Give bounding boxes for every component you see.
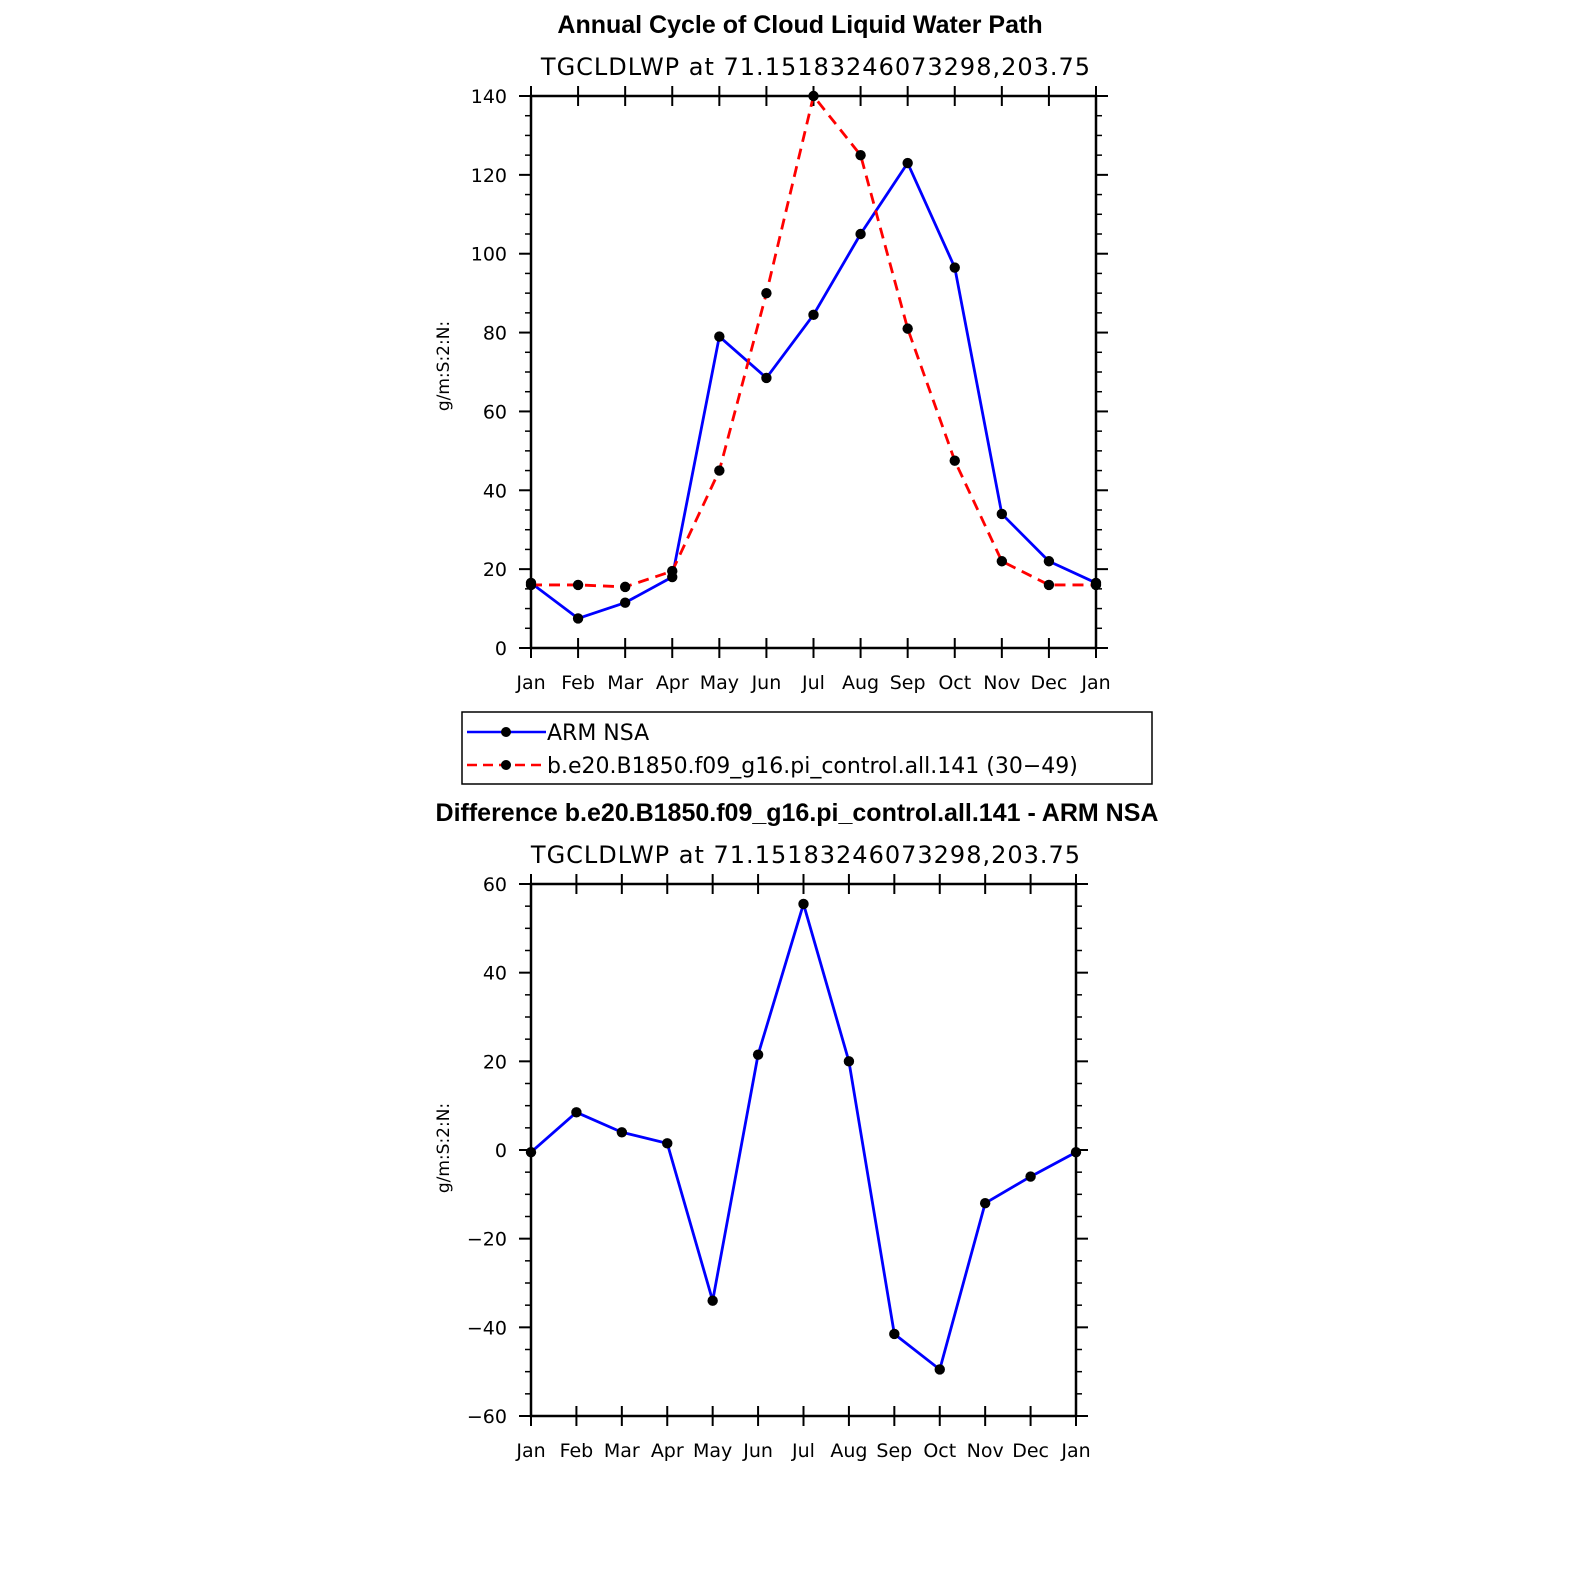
chart1-ytick-label: 140: [471, 86, 507, 108]
chart1-series-1-point: [761, 372, 772, 384]
chart2-xtick-label: Mar: [604, 1440, 640, 1462]
chart2-xtick-label: Sep: [876, 1440, 912, 1462]
chart2-xtick-label: Jul: [791, 1440, 815, 1462]
chart2-series-1-point: [1070, 1147, 1082, 1158]
chart2-xtick-label: Nov: [967, 1440, 1004, 1462]
chart1-xtick-label: Nov: [983, 672, 1020, 694]
chart2-series-1-point: [934, 1364, 945, 1375]
chart2-xtick-label: Aug: [830, 1440, 867, 1462]
chart1-series-1-point: [1043, 556, 1055, 567]
chart2-ytick-label: −20: [467, 1229, 507, 1251]
chart1-series-1-point: [619, 597, 631, 608]
chart2-series-1-point: [979, 1198, 991, 1209]
chart1-series-2-point: [572, 579, 584, 591]
chart1-ytick-label: 80: [483, 323, 507, 345]
chart1-xtick-label: Jul: [801, 672, 825, 694]
chart1-series-2-point: [714, 465, 725, 476]
chart1-xtick-label: Dec: [1031, 672, 1068, 694]
chart2-series-1-point: [1025, 1171, 1036, 1182]
chart1-series-2-line: [531, 94, 1096, 589]
chart1-legend: ARM NSA b.e20.B1850.f09_g16.pi_control.a…: [461, 711, 1153, 785]
legend-frame: [461, 711, 1153, 785]
chart2-xtick-label: Feb: [560, 1440, 594, 1462]
chart2-subtitle: TGCLDLWP at 71.15183246073298,203.75: [530, 841, 1081, 869]
chart1-series-2-point: [855, 149, 866, 161]
chart1-series-1-point: [855, 228, 866, 240]
chart2-ytick-label: −40: [467, 1317, 507, 1339]
chart1-xtick-label: Mar: [607, 672, 643, 694]
chart2-title: Difference b.e20.B1850.f09_g16.pi_contro…: [436, 799, 1159, 827]
chart1-series-2-point: [1043, 579, 1055, 591]
chart1-series-2-point: [619, 581, 631, 593]
chart2-series-1-point: [525, 1147, 537, 1158]
chart1-series-2-point: [525, 579, 537, 591]
chart2-series-1-point: [843, 1056, 855, 1067]
chart2-xtick-label: Jan: [1060, 1440, 1090, 1462]
chart1-series-1-point: [808, 309, 819, 321]
chart1-title: Annual Cycle of Cloud Liquid Water Path: [557, 11, 1042, 39]
legend-label-arm-nsa: ARM NSA: [547, 721, 649, 746]
chart2-ytick-label: −60: [467, 1406, 507, 1428]
chart1-xtick-label: Aug: [842, 672, 879, 694]
chart2-series-1-point: [707, 1295, 718, 1306]
legend-label-model: b.e20.B1850.f09_g16.pi_control.all.141 (…: [547, 754, 1078, 779]
chart1-plot: 0 20 40 60 80 100 120 140 Jan Feb Mar Apr May Jun Jul A…: [471, 86, 1111, 694]
chart2-ytick-label: 0: [495, 1140, 507, 1162]
chart2-series-1-line: [530, 902, 1077, 1371]
chart1-series-2-point: [761, 287, 772, 299]
chart2-series-1-point: [798, 898, 809, 910]
chart1-xtick-label: Jun: [751, 672, 782, 694]
chart2-ylabel: g/m:S:2:N:: [434, 1103, 454, 1193]
chart1-series-1-point: [996, 508, 1008, 520]
chart1-ytick-label: 120: [471, 165, 507, 187]
chart1-series-2-point: [1090, 579, 1102, 591]
chart1-xtick-label: Oct: [938, 672, 971, 694]
chart1-series-1-point: [949, 262, 960, 273]
chart2-xtick-label: May: [693, 1440, 732, 1462]
chart2-plot: −60 −40 −20 0 20 40 60 Jan Feb Mar Apr May Jun Jul Aug…: [467, 874, 1091, 1462]
chart1-series-1-point: [714, 331, 725, 342]
chart2-series-1-point: [662, 1138, 673, 1149]
chart2-ytick-label: 60: [483, 874, 507, 896]
chart1-ylabel: g/m:S:2:N:: [434, 321, 454, 411]
chart1-ytick-label: 20: [483, 559, 507, 581]
chart2-xtick-label: Jun: [742, 1440, 773, 1462]
chart1-ytick-label: 100: [471, 244, 507, 266]
chart1-xtick-label: May: [700, 672, 739, 694]
chart2-series-1-point: [616, 1127, 628, 1138]
chart1-series-2-point: [902, 323, 913, 334]
chart1-xtick-label: Apr: [656, 672, 689, 694]
chart2-series-1-point: [571, 1107, 582, 1118]
chart1-series-2-point: [996, 556, 1008, 567]
chart2-frame: [529, 882, 1078, 1418]
chart1-ytick-label: 40: [483, 480, 507, 502]
chart2-ytick-label: 20: [483, 1051, 507, 1073]
chart1-xtick-label: Jan: [1080, 672, 1110, 694]
chart1-ytick-label: 60: [483, 401, 507, 423]
chart1-series-1-line: [530, 161, 1097, 620]
chart1-xtick-label: Feb: [561, 672, 595, 694]
chart1-series-2-point: [949, 455, 960, 466]
chart1-ytick-label: 0: [495, 638, 507, 660]
chart2-xtick-label: Apr: [651, 1440, 684, 1462]
chart1-xtick-label: Sep: [890, 672, 926, 694]
legend-marker-model: [501, 760, 511, 770]
chart1-series-2-point: [808, 90, 819, 102]
chart1-series-1-point: [902, 157, 913, 169]
chart2-xtick-label: Dec: [1012, 1440, 1049, 1462]
chart2-xtick-label: Jan: [515, 1440, 545, 1462]
chart1-subtitle: TGCLDLWP at 71.15183246073298,203.75: [540, 53, 1091, 81]
chart1-series-1-point: [572, 613, 584, 624]
chart2-series-1-point: [752, 1049, 764, 1060]
chart2-ytick-label: 40: [483, 963, 507, 985]
chart2-xtick-label: Oct: [923, 1440, 956, 1462]
chart1-series-2-point: [667, 565, 678, 577]
chart1-xtick-label: Jan: [515, 672, 545, 694]
legend-marker-arm-nsa: [501, 727, 511, 737]
chart2-series-1-point: [889, 1328, 900, 1340]
